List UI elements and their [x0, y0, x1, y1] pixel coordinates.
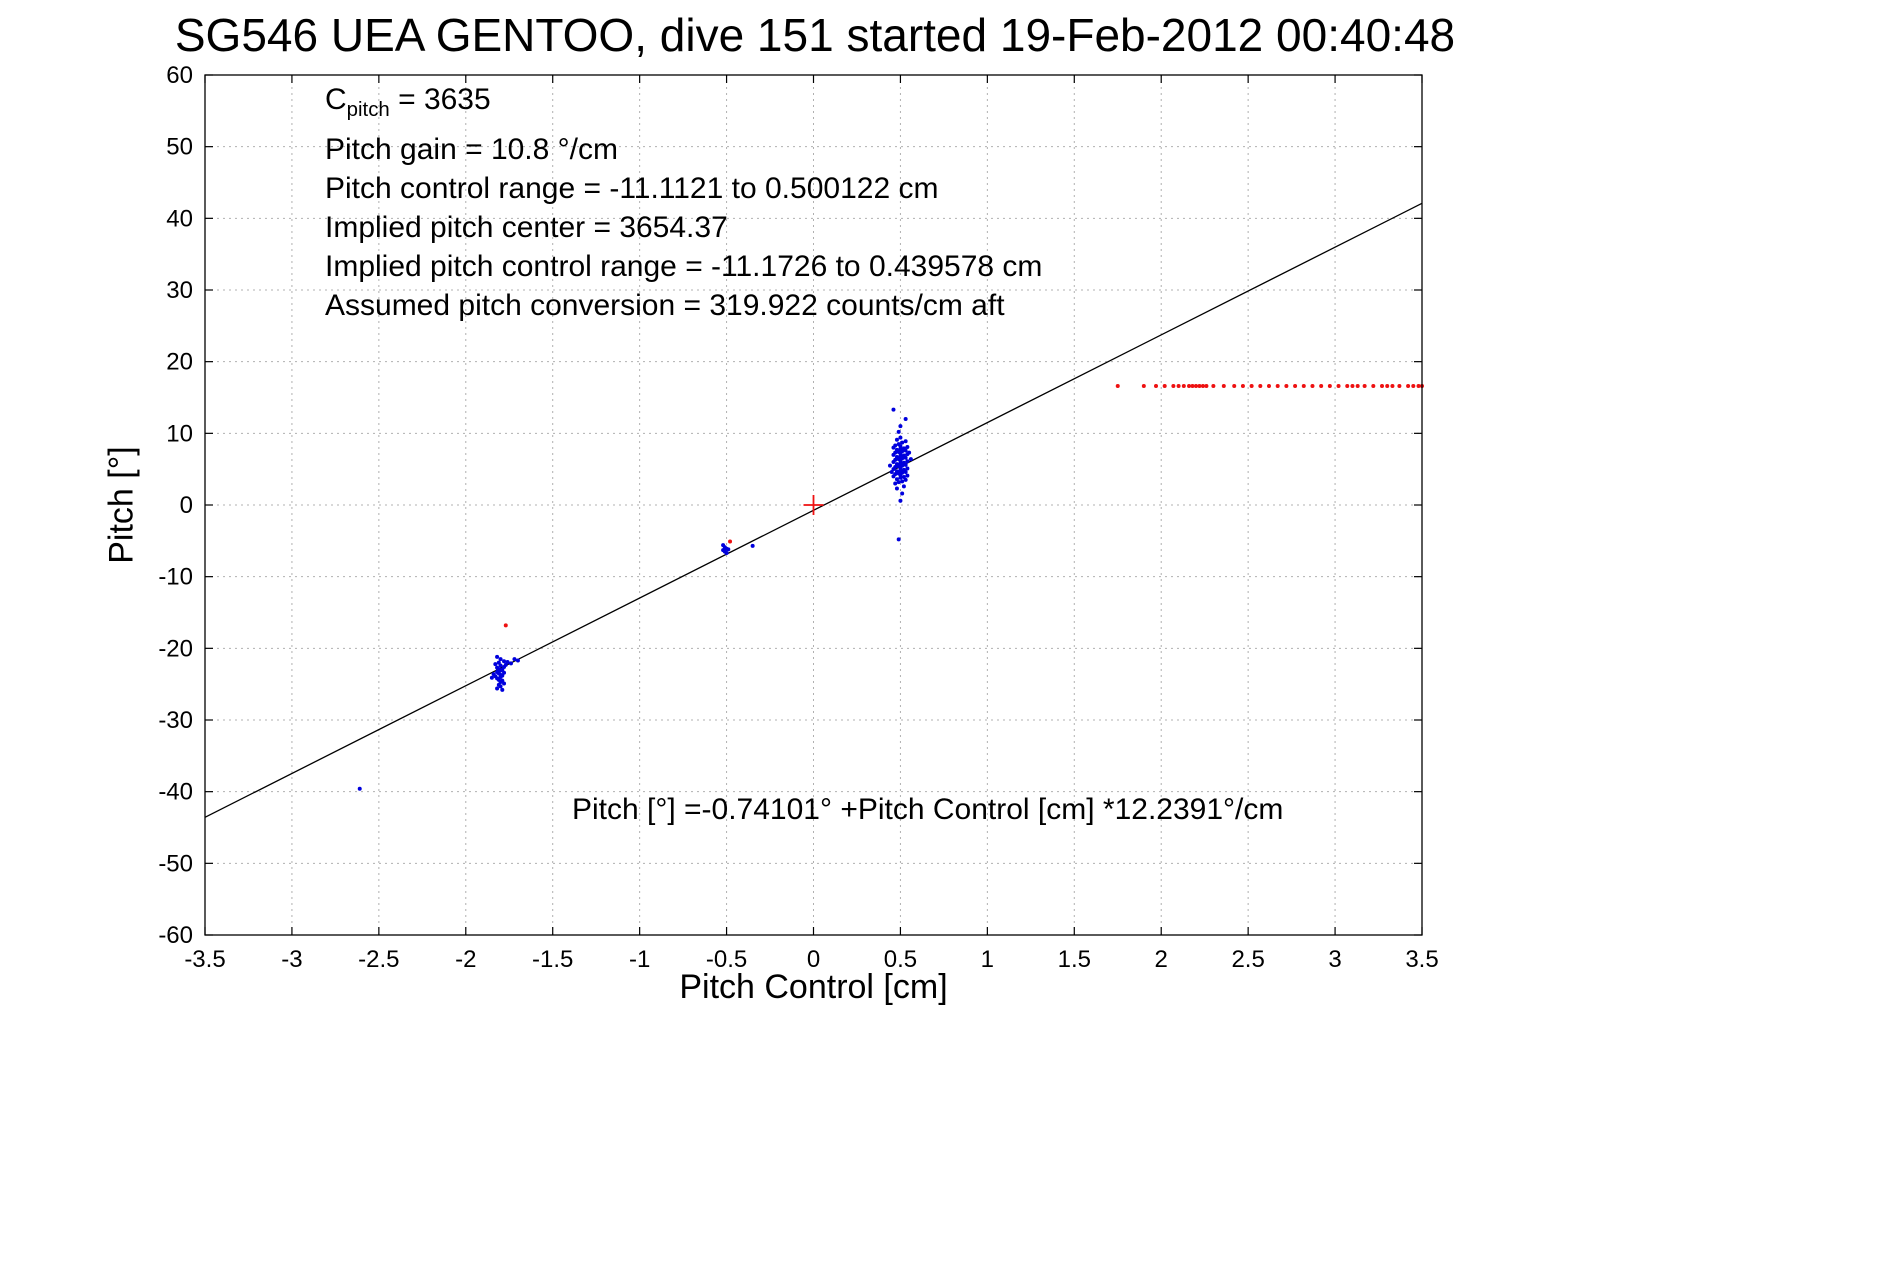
svg-text:1.5: 1.5: [1058, 946, 1091, 973]
svg-text:-1.5: -1.5: [532, 946, 573, 973]
series-flagged-pitch-red: [503, 384, 1424, 628]
x-tick-labels: -3.5 -3 -2.5 -2 -1.5 -1 -0.5 0 0.5 1 1.5 2 2.5 3 3.5: [184, 946, 1438, 973]
svg-text:30: 30: [166, 277, 193, 304]
annotation-implied-pitch-center: Implied pitch center = 3654.37: [325, 211, 728, 244]
svg-text:3.5: 3.5: [1405, 946, 1438, 973]
svg-text:50: 50: [166, 134, 193, 161]
svg-text:2: 2: [1155, 946, 1168, 973]
y-axis-label: Pitch [°]: [102, 446, 141, 564]
annotation-block: Cpitch = 3635 Pitch gain = 10.8 °/cm Pit…: [325, 80, 1042, 325]
chart-title: SG546 UEA GENTOO, dive 151 started 19-Fe…: [174, 9, 1456, 61]
svg-text:-3: -3: [281, 946, 302, 973]
svg-text:-10: -10: [158, 564, 193, 591]
svg-text:-40: -40: [158, 779, 193, 806]
svg-text:-2.5: -2.5: [358, 946, 399, 973]
svg-text:-30: -30: [158, 707, 193, 734]
grid-lines: [205, 75, 1422, 935]
series-origin-marker-red-plus: [803, 495, 824, 515]
svg-text:10: 10: [166, 420, 193, 447]
svg-text:40: 40: [166, 205, 193, 232]
svg-text:-3.5: -3.5: [184, 946, 225, 973]
data-layer: [204, 202, 1424, 818]
series-observed-pitch-blue: [357, 407, 913, 791]
x-axis-label: Pitch Control [cm]: [679, 968, 948, 1006]
svg-text:-20: -20: [158, 635, 193, 662]
svg-text:3: 3: [1328, 946, 1341, 973]
annotation-implied-pitch-control-range: Implied pitch control range = -11.1726 t…: [325, 250, 1043, 283]
svg-text:0: 0: [807, 946, 820, 973]
svg-text:-2: -2: [455, 946, 476, 973]
svg-text:60: 60: [166, 62, 193, 89]
cpitch-base: C: [325, 83, 347, 116]
svg-text:1: 1: [981, 946, 994, 973]
plot-border: [204, 74, 1423, 936]
svg-text:20: 20: [166, 349, 193, 376]
annotation-pitch-gain: Pitch gain = 10.8 °/cm: [325, 133, 618, 166]
annotation-assumed-pitch-conversion: Assumed pitch conversion = 319.922 count…: [325, 289, 1005, 322]
y-tick-labels: -60 -50 -40 -30 -20 -10 0 10 20 30 40 50 60: [158, 62, 193, 949]
fit-equation-label: Pitch [°] =-0.74101° +Pitch Control [cm]…: [572, 793, 1284, 826]
cpitch-subscript: pitch: [346, 99, 390, 121]
annotation-cpitch: Cpitch = 3635: [325, 80, 1042, 130]
svg-text:-60: -60: [158, 922, 193, 949]
cpitch-value: = 3635: [389, 83, 491, 116]
svg-text:-1: -1: [629, 946, 650, 973]
svg-text:0.5: 0.5: [884, 946, 917, 973]
svg-text:2.5: 2.5: [1231, 946, 1264, 973]
annotation-pitch-control-range: Pitch control range = -11.1121 to 0.5001…: [325, 172, 939, 205]
svg-text:-50: -50: [158, 850, 193, 877]
svg-text:0: 0: [180, 492, 193, 519]
svg-text:-0.5: -0.5: [706, 946, 747, 973]
